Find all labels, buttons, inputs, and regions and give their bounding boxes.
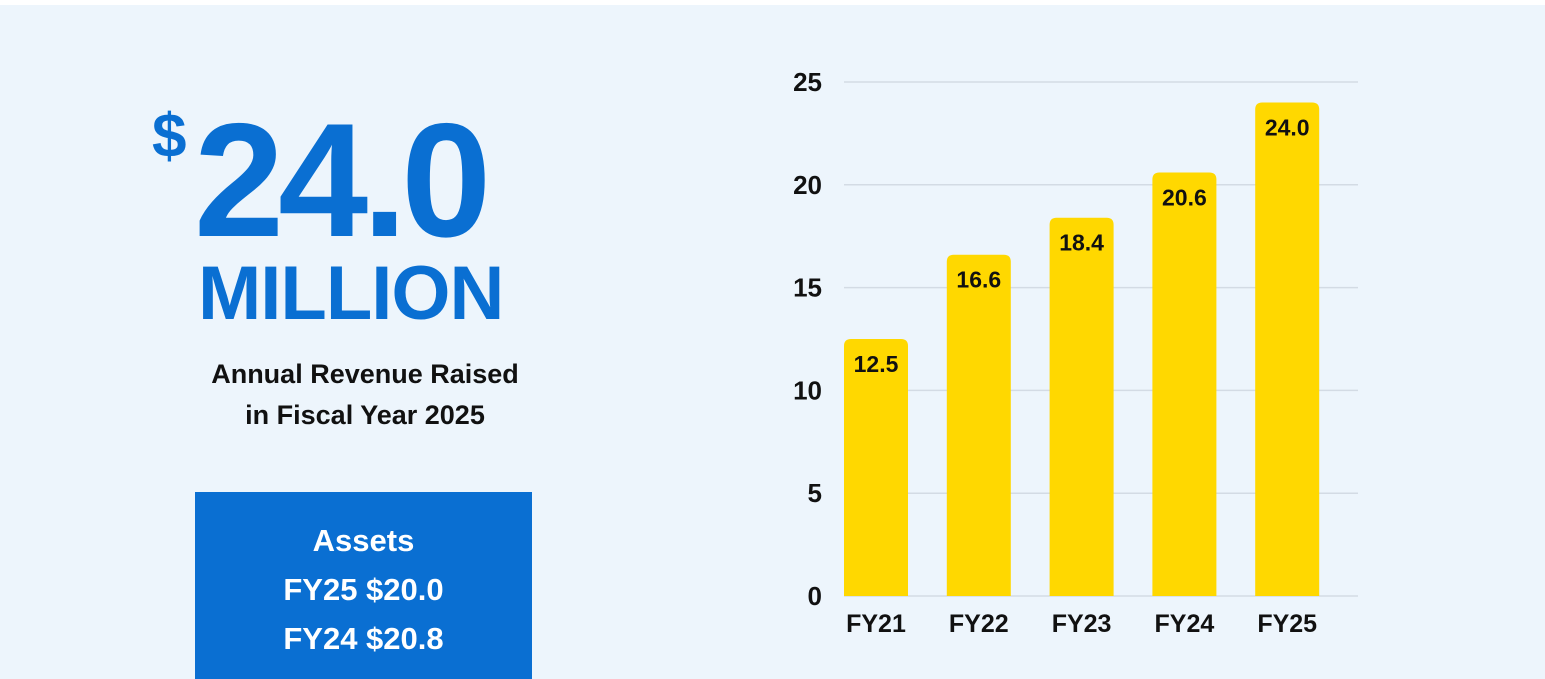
x-tick-label: FY23 <box>1052 610 1112 638</box>
x-tick-label: FY24 <box>1155 610 1215 638</box>
y-tick-label: 15 <box>793 273 822 303</box>
bar-value-label: 20.6 <box>1162 184 1207 210</box>
bar-value-label: 16.6 <box>956 267 1001 293</box>
chart-y-ticks: 0 5 10 15 20 25 <box>793 67 822 611</box>
bar-fy22 <box>946 254 1011 597</box>
bar-value-label: 18.4 <box>1059 230 1104 256</box>
x-tick-label: FY22 <box>949 610 1009 638</box>
x-tick-label: FY21 <box>846 610 906 638</box>
revenue-caption: Annual Revenue Raised in Fiscal Year 202… <box>180 354 550 436</box>
y-tick-label: 20 <box>793 170 822 200</box>
bar-fy23 <box>1049 217 1114 597</box>
revenue-amount: 24.0 <box>194 90 491 271</box>
caption-line-1: Annual Revenue Raised <box>211 359 519 389</box>
bar-value-label: 24.0 <box>1265 115 1310 141</box>
y-tick-label: 10 <box>793 375 822 405</box>
bar-fy21 <box>844 339 908 596</box>
bar-fy25 <box>1255 102 1320 596</box>
x-tick-label: FY25 <box>1257 610 1317 638</box>
revenue-bar-chart: 0 5 10 15 20 25 12.5 16.6 18.4 20.6 24.0 FY21 FY22… <box>793 67 1358 638</box>
assets-box: Assets FY25 $20.0 FY24 $20.8 <box>195 492 532 679</box>
y-tick-label: 25 <box>793 67 822 97</box>
y-tick-label: 5 <box>808 478 822 508</box>
chart-bars: 12.5 16.6 18.4 20.6 24.0 <box>844 102 1320 597</box>
y-tick-label: 0 <box>808 581 822 611</box>
bar-value-label: 12.5 <box>854 351 899 377</box>
caption-line-2: in Fiscal Year 2025 <box>245 400 485 430</box>
bar-fy24 <box>1152 172 1217 597</box>
assets-fy24: FY24 $20.8 <box>283 621 444 656</box>
currency-symbol: $ <box>152 102 187 171</box>
assets-title: Assets <box>312 523 415 558</box>
revenue-unit: MILLION <box>198 251 504 336</box>
chart-x-ticks: FY21 FY22 FY23 FY24 FY25 <box>846 610 1317 638</box>
assets-fy25: FY25 $20.0 <box>283 572 444 607</box>
